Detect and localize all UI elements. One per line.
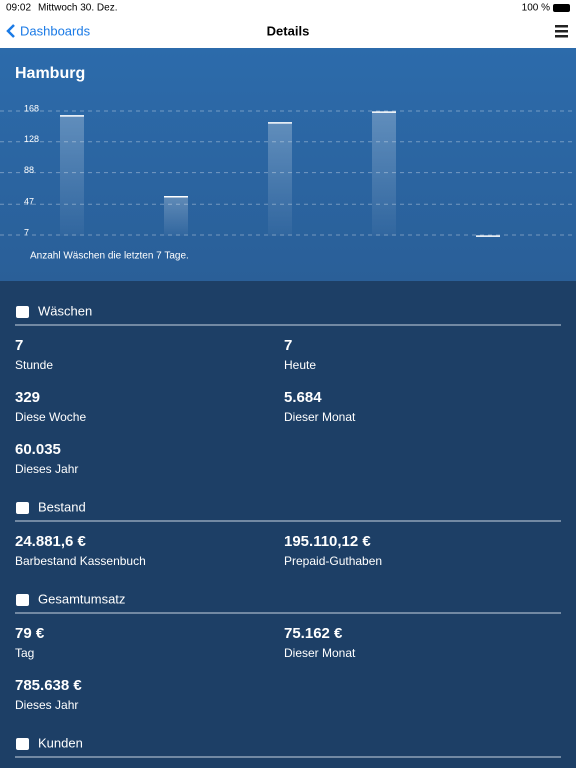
stat-label: Prepaid-Guthaben	[284, 554, 382, 568]
back-icon[interactable]	[6, 24, 15, 38]
y-tick-label: 7	[24, 227, 29, 237]
stat-value: 5.684	[284, 389, 322, 406]
section-title: Wäschen	[38, 303, 92, 318]
bar	[164, 196, 188, 236]
stat-label: Stunde	[15, 358, 53, 372]
section-title: Kunden	[38, 735, 83, 750]
content-panel	[0, 281, 576, 768]
stat-value: 79 €	[15, 625, 45, 642]
section-icon	[16, 594, 29, 606]
stat-value: 60.035	[15, 441, 61, 458]
battery-icon	[553, 4, 570, 12]
section-icon	[16, 502, 29, 514]
section-title: Gesamtumsatz	[38, 591, 125, 606]
stat-label: Dieses Jahr	[15, 462, 78, 476]
chart-caption: Anzahl Wäschen die letzten 7 Tage.	[30, 251, 189, 262]
bar	[268, 122, 292, 236]
section-title: Bestand	[38, 499, 86, 514]
y-tick-label: 88	[24, 165, 34, 175]
stat-label: Heute	[284, 358, 316, 372]
section-icon	[16, 738, 29, 750]
stat-value: 7	[15, 337, 23, 354]
nav-title: Details	[267, 23, 310, 38]
bar	[372, 112, 396, 236]
stat-label: Barbestand Kassenbuch	[15, 554, 146, 568]
y-tick-label: 128	[24, 134, 39, 144]
chart-title: Hamburg	[15, 65, 85, 82]
stat-value: 195.110,12 €	[284, 533, 371, 550]
stat-label: Dieser Monat	[284, 410, 356, 424]
section-icon	[16, 306, 29, 318]
status-battery: 100 %	[522, 3, 550, 14]
stat-value: 24.881,6 €	[15, 533, 87, 550]
stat-value: 7	[284, 337, 292, 354]
bar	[60, 115, 84, 236]
stat-value: 75.162 €	[284, 625, 343, 642]
status-date: Mittwoch 30. Dez.	[38, 3, 117, 14]
y-tick-label: 168	[24, 103, 39, 113]
y-tick-label: 47	[24, 197, 34, 207]
stat-label: Tag	[15, 646, 34, 660]
stat-value: 785.638 €	[15, 677, 82, 694]
menu-icon[interactable]	[555, 25, 568, 38]
stat-label: Dieses Jahr	[15, 698, 78, 712]
top-bar	[0, 0, 576, 48]
stat-label: Dieser Monat	[284, 646, 356, 660]
back-button[interactable]: Dashboards	[20, 23, 91, 38]
stat-label: Diese Woche	[15, 410, 86, 424]
status-time: 09:02	[6, 3, 31, 14]
stat-value: 329	[15, 389, 40, 406]
